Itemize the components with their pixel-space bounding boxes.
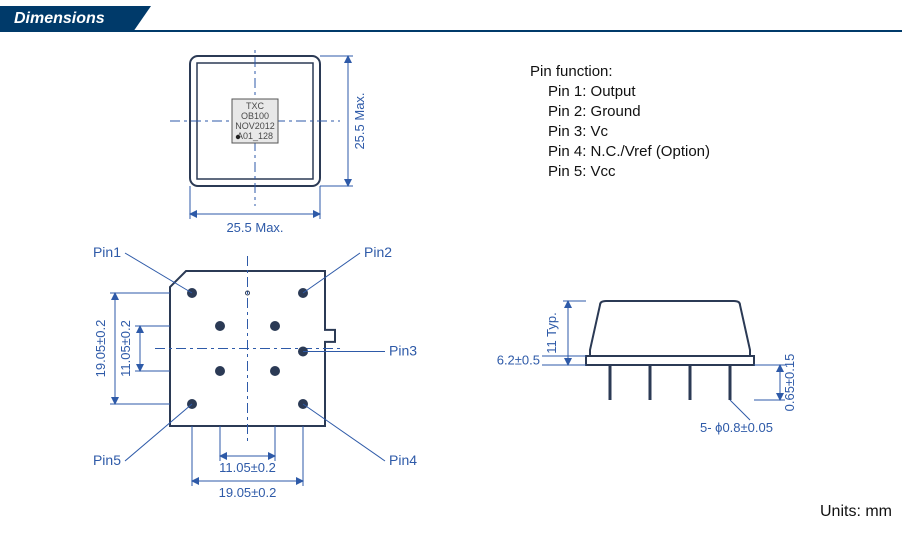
svg-text:Pin function:: Pin function:	[530, 63, 613, 80]
svg-text:OB100: OB100	[241, 111, 269, 121]
svg-text:25.5 Max.: 25.5 Max.	[352, 92, 367, 149]
units-label: Units: mm	[820, 503, 892, 520]
diagram-area: TXCOB100NOV2012A01_128 25.5 Max. 25.5 Max.…	[0, 46, 910, 531]
section-header: Dimensions	[0, 6, 910, 36]
dimensions-svg: TXCOB100NOV2012A01_128 25.5 Max. 25.5 Max.…	[0, 46, 910, 531]
svg-text:Pin1: Pin1	[93, 244, 121, 260]
svg-text:6.2±0.5: 6.2±0.5	[497, 353, 540, 368]
section-title: Dimensions	[0, 6, 133, 32]
svg-text:Pin5: Pin5	[93, 452, 121, 468]
svg-text:11.05±0.2: 11.05±0.2	[118, 320, 133, 377]
svg-text:19.05±0.2: 19.05±0.2	[219, 485, 277, 500]
svg-text:19.05±0.2: 19.05±0.2	[93, 320, 108, 378]
svg-text:5- ϕ0.8±0.05: 5- ϕ0.8±0.05	[700, 420, 773, 435]
svg-text:11 Typ.: 11 Typ.	[544, 312, 559, 353]
svg-text:Pin4: Pin4	[389, 452, 417, 468]
svg-text:Pin2: Pin2	[364, 244, 392, 260]
svg-text:TXC: TXC	[246, 101, 265, 111]
svg-text:Pin 2: Ground: Pin 2: Ground	[548, 103, 641, 120]
header-rule	[0, 30, 902, 32]
svg-text:Pin 5: Vcc: Pin 5: Vcc	[548, 163, 616, 180]
svg-text:25.5 Max.: 25.5 Max.	[226, 220, 283, 235]
svg-text:Pin 1: Output: Pin 1: Output	[548, 83, 636, 100]
svg-text:Pin 4: N.C./Vref (Option): Pin 4: N.C./Vref (Option)	[548, 143, 710, 160]
svg-text:0.65±0.15: 0.65±0.15	[782, 354, 797, 412]
svg-text:Pin 3: Vc: Pin 3: Vc	[548, 123, 609, 140]
svg-text:NOV2012: NOV2012	[235, 121, 275, 131]
svg-text:11.05±0.2: 11.05±0.2	[219, 460, 276, 475]
svg-text:Pin3: Pin3	[389, 343, 417, 359]
svg-text:A01_128: A01_128	[237, 131, 273, 141]
